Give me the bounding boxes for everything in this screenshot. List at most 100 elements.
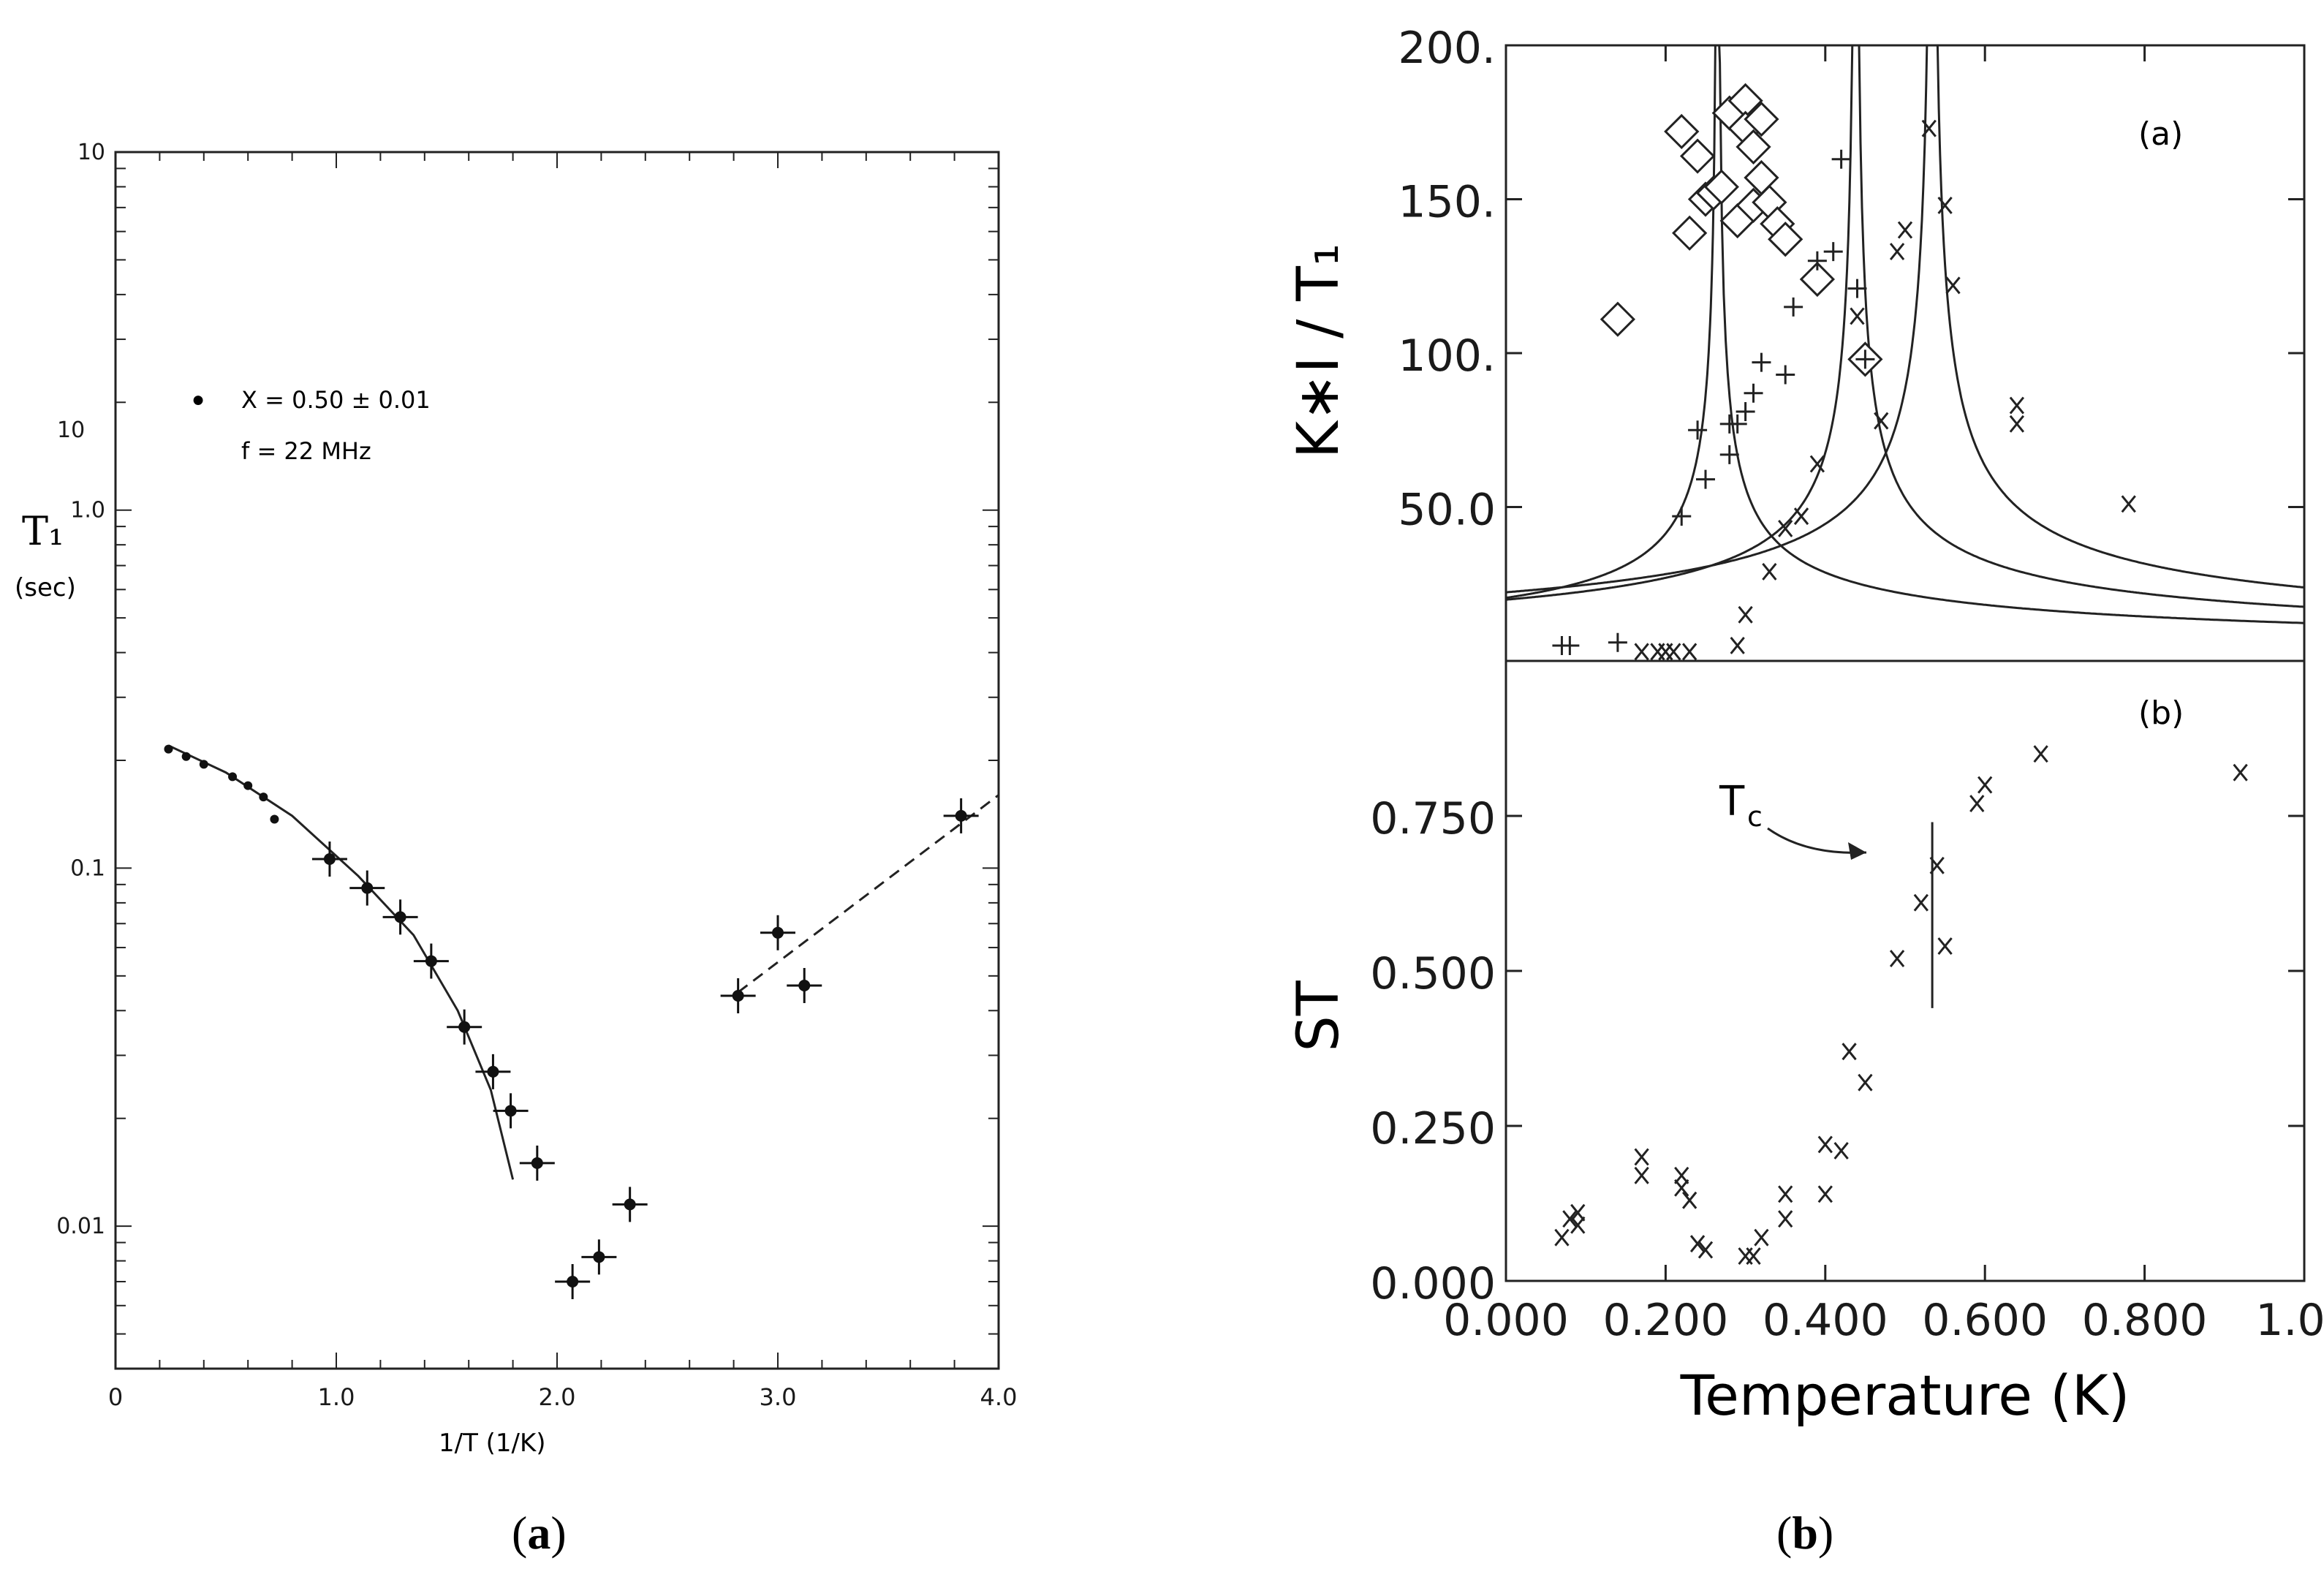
legend-line-2: f = 22 MHz xyxy=(241,437,371,465)
top-y-tick-label: 200. xyxy=(1398,23,1496,74)
cross-point xyxy=(1929,856,1945,874)
data-point xyxy=(394,911,406,923)
divergence-curve xyxy=(1858,45,2304,608)
diamond-point xyxy=(1799,261,1836,298)
chart-a-xlabel: 1/T (1/K) xyxy=(439,1429,546,1458)
data-point xyxy=(181,752,191,761)
plus-point xyxy=(1807,251,1827,271)
data-point xyxy=(458,1021,471,1033)
cross-point xyxy=(1666,643,1681,661)
cross-point xyxy=(2033,745,2048,763)
chart-b-top-ylabel: K∗I / T₁ xyxy=(1286,243,1352,458)
chart-a-ylabel-units: (sec) xyxy=(15,573,76,602)
cross-point xyxy=(1689,1235,1706,1253)
chart-b-ticks xyxy=(1504,44,2306,1282)
cross-point xyxy=(1913,893,1929,912)
x-tick-label: 0.800 xyxy=(2082,1295,2208,1346)
x-tick-label: 1.00 xyxy=(2255,1295,2324,1346)
diamond-point xyxy=(1664,113,1700,150)
divergence-curve xyxy=(1718,45,2304,624)
plus-point xyxy=(1688,420,1708,440)
chart-a-tick-labels: 10 1.0 0.1 0.01 0 1.0 2.0 3.0 4.0 xyxy=(56,140,1017,1411)
plus-point xyxy=(1608,632,1627,652)
tc-annotation-sub: c xyxy=(1747,801,1763,833)
plus-point xyxy=(1560,635,1580,655)
bottom-y-tick-label: 0.000 xyxy=(1370,1258,1496,1309)
cross-point xyxy=(1817,1185,1833,1203)
cross-point xyxy=(1889,950,1905,967)
cross-point xyxy=(1977,776,1993,794)
plus-point xyxy=(1719,445,1739,464)
y-tick-label: 10 xyxy=(77,140,105,165)
top-y-tick-label: 150. xyxy=(1398,177,1496,228)
plus-point xyxy=(1784,297,1803,317)
cross-point xyxy=(1681,643,1697,661)
cross-point xyxy=(1858,1073,1873,1092)
plus-point xyxy=(1855,349,1875,369)
plus-point xyxy=(1752,352,1771,372)
cross-point xyxy=(1562,1210,1578,1228)
chart-b-frame xyxy=(1504,44,2306,1282)
bottom-y-tick-label: 0.250 xyxy=(1370,1103,1496,1154)
x-tick-label: 2.0 xyxy=(539,1383,576,1411)
legend-line-1: X = 0.50 ± 0.01 xyxy=(241,386,431,414)
chart-a-extra-tick-label: 10 xyxy=(57,417,85,443)
data-point xyxy=(243,781,253,790)
chart-a: 10 1.0 0.1 0.01 0 1.0 2.0 3.0 4.0 10 T₁ (sec) 1/… xyxy=(15,140,1017,1458)
cross-point xyxy=(1634,1148,1649,1166)
diamond-point xyxy=(1744,101,1779,137)
cross-point xyxy=(1738,605,1753,624)
data-point xyxy=(228,772,238,782)
data-point xyxy=(425,955,437,967)
cross-point xyxy=(2009,396,2025,415)
data-point xyxy=(567,1275,579,1287)
cross-point xyxy=(2121,495,2136,513)
chart-b-bottom-ylabel: ST xyxy=(1286,980,1352,1052)
diamond-point xyxy=(1703,169,1739,205)
cross-point xyxy=(1634,1166,1649,1184)
x-tick-label: 3.0 xyxy=(760,1383,797,1411)
data-point xyxy=(531,1157,543,1169)
plus-point xyxy=(1672,507,1692,526)
panel-label-bottom: (b) xyxy=(2138,695,2184,732)
chart-a-dashed-line xyxy=(737,794,999,994)
chart-b: 200. 150. 100. 50.0 0.750 0.500 0.250 0.0000.00… xyxy=(1286,23,2324,1428)
y-tick-label: 0.1 xyxy=(70,855,105,881)
x-tick-label: 4.0 xyxy=(980,1383,1018,1411)
plus-point xyxy=(1727,414,1747,434)
caption-b: (b) xyxy=(1776,1506,1833,1560)
caption-b-close: ) xyxy=(1817,1507,1834,1559)
cross-point xyxy=(1850,307,1865,325)
divergence-curve xyxy=(1506,45,1929,594)
chart-a-frame xyxy=(114,151,1000,1370)
plus-point xyxy=(1744,383,1763,403)
cross-point xyxy=(1937,196,1953,214)
cross-point xyxy=(1674,1179,1689,1197)
cross-point xyxy=(1570,1216,1586,1234)
y-tick-label: 0.01 xyxy=(56,1214,105,1239)
chart-a-ylabel: T₁ xyxy=(22,508,64,554)
chart-a-fit-curve xyxy=(167,744,515,1180)
data-point xyxy=(361,882,374,894)
caption-a-close: ) xyxy=(550,1507,567,1559)
cross-point xyxy=(1554,1228,1570,1247)
x-tick-label: 0.600 xyxy=(1922,1295,2048,1346)
cross-point xyxy=(1634,643,1649,661)
cross-point xyxy=(1842,1043,1857,1061)
cross-point xyxy=(1754,1228,1769,1247)
cross-point xyxy=(1793,507,1809,526)
x-tick-label: 0.400 xyxy=(1763,1295,1888,1346)
x-tick-label: 0.200 xyxy=(1603,1295,1729,1346)
plus-point xyxy=(1776,365,1795,385)
cross-point xyxy=(1762,562,1777,580)
data-point xyxy=(259,793,268,802)
diamond-point xyxy=(1600,301,1636,337)
chart-b-bottom-points xyxy=(1554,745,2248,1266)
plus-point xyxy=(1696,469,1715,489)
data-point xyxy=(164,744,173,754)
plus-point xyxy=(1847,279,1867,298)
cross-point xyxy=(1697,1241,1714,1259)
data-point xyxy=(955,809,967,822)
cross-point xyxy=(1778,520,1793,537)
